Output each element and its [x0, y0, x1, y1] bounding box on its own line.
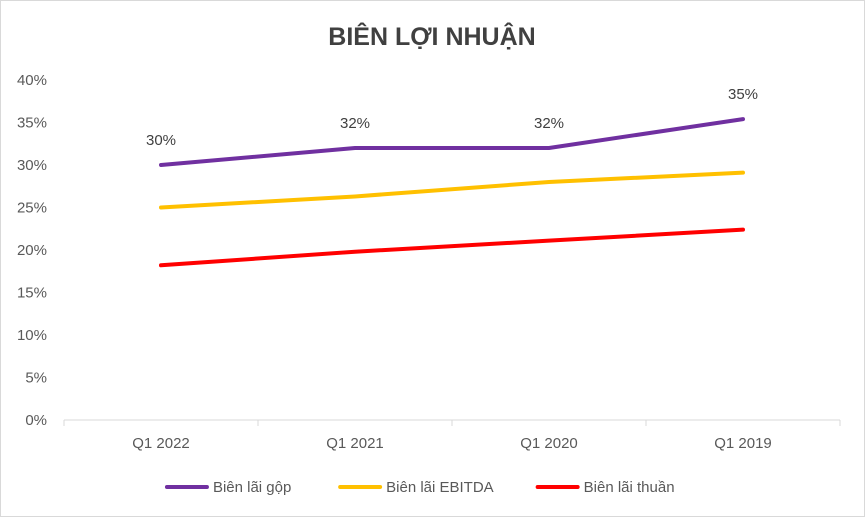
y-tick-label: 35%: [17, 115, 47, 132]
legend-label: Biên lãi thuần: [584, 479, 675, 496]
data-label: 30%: [146, 132, 176, 149]
data-label: 35%: [728, 86, 758, 103]
y-axis: 0% 5% 10% 15% 20% 25% 30% 35% 40%: [17, 72, 47, 429]
y-tick-label: 5%: [25, 370, 47, 387]
y-tick-label: 20%: [17, 242, 47, 259]
y-tick-label: 30%: [17, 157, 47, 174]
legend-label: Biên lãi gộp: [213, 479, 291, 496]
x-tick-label: Q1 2019: [714, 435, 772, 452]
x-tick-label: Q1 2020: [520, 435, 578, 452]
series-line: [159, 117, 745, 167]
data-labels: 30% 32% 32% 35%: [146, 86, 758, 149]
y-tick-label: 25%: [17, 200, 47, 217]
data-label: 32%: [340, 115, 370, 132]
series-line: [159, 227, 745, 268]
legend-label: Biên lãi EBITDA: [386, 479, 494, 496]
y-tick-label: 15%: [17, 285, 47, 302]
x-axis: Q1 2022 Q1 2021 Q1 2020 Q1 2019: [63, 419, 841, 452]
chart-title: BIÊN LỢI NHUẬN: [328, 21, 535, 51]
data-label: 32%: [534, 115, 564, 132]
x-tick-label: Q1 2021: [326, 435, 384, 452]
y-tick-label: 10%: [17, 327, 47, 344]
y-tick-label: 0%: [25, 412, 47, 429]
legend: Biên lãi gộp Biên lãi EBITDA Biên lãi thuầ…: [164, 479, 675, 496]
x-tick-label: Q1 2022: [132, 435, 190, 452]
series-lines: [159, 117, 745, 268]
y-tick-label: 40%: [17, 72, 47, 89]
series-line: [159, 170, 745, 210]
